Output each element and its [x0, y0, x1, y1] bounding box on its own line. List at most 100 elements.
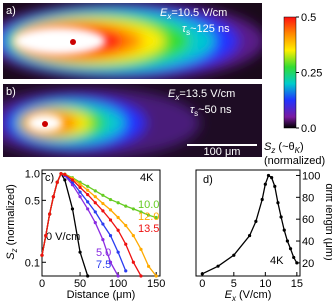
data-point	[131, 207, 135, 211]
data-point	[78, 250, 82, 254]
legend-label: 12.0	[138, 211, 159, 223]
colorbar-tick-label: 0.25	[301, 68, 322, 80]
data-point	[55, 180, 59, 184]
x-tick-label: 10	[259, 278, 271, 290]
data-point	[86, 193, 90, 197]
scale-bar-label: 100 μm	[204, 146, 241, 158]
data-point	[232, 253, 236, 257]
panel-label: b)	[6, 86, 16, 98]
data-point	[154, 274, 158, 278]
data-point	[101, 193, 105, 197]
colorbar-tick-label: 0.0	[301, 123, 316, 135]
data-point	[131, 260, 135, 264]
legend-label: 10.0	[138, 199, 159, 211]
y-tick-label: 100	[302, 170, 320, 182]
data-point	[108, 234, 113, 238]
x-tick-label: 150	[147, 278, 165, 290]
data-point	[116, 215, 120, 220]
data-point	[78, 190, 82, 194]
plot-frame	[41, 169, 161, 277]
x-tick-label: 0	[199, 278, 205, 290]
data-point	[216, 264, 220, 268]
data-point	[288, 247, 293, 251]
data-point	[86, 274, 90, 278]
data-point	[93, 221, 97, 225]
data-point	[154, 215, 158, 220]
y-tick-label: 0.5	[25, 195, 40, 207]
data-point	[93, 189, 97, 193]
legend-label: 7.5	[96, 259, 111, 271]
data-point	[48, 212, 52, 216]
y-tick-label: 1.0	[25, 169, 40, 181]
panel-label: c)	[45, 172, 54, 184]
x-axis-label: Ex (V/cm)	[225, 289, 272, 301]
y-axis-label: Sz (normalized)	[5, 184, 19, 260]
x-tick-label: 0	[39, 278, 45, 290]
y-axis-label: drift length (μm)	[323, 183, 332, 260]
y-tick-label: 20	[302, 258, 314, 270]
image-a	[3, 3, 262, 79]
data-point	[78, 182, 82, 186]
annotation: 4K	[140, 172, 154, 184]
lifetime-label: τs~125 ns	[182, 23, 230, 37]
data-point	[51, 195, 56, 199]
field-label: Ex=10.5 V/cm	[160, 7, 227, 21]
x-tick-label: 15	[291, 278, 303, 290]
data-point	[93, 195, 97, 199]
data-point	[254, 219, 258, 223]
data-point	[124, 242, 128, 246]
data-point	[40, 253, 44, 257]
data-point	[63, 178, 67, 182]
data-point	[108, 218, 113, 222]
data-point	[124, 204, 128, 208]
x-axis-label: Distance (μm)	[67, 289, 136, 301]
data-point	[276, 201, 280, 205]
y-tick-label: 0.1	[25, 257, 40, 269]
data-point	[116, 201, 120, 205]
y-tick-label: 60	[302, 214, 314, 226]
data-point	[78, 185, 82, 189]
data-point	[70, 178, 75, 182]
colorbar	[283, 16, 297, 129]
data-line	[41, 172, 127, 272]
data-point	[124, 223, 128, 228]
data-point	[86, 184, 90, 188]
data-point	[101, 209, 105, 213]
data-point	[44, 234, 48, 238]
data-point	[282, 228, 286, 232]
data-point	[295, 261, 299, 265]
y-tick-label: 80	[302, 192, 314, 204]
data-point	[116, 228, 120, 232]
data-point	[78, 195, 82, 199]
data-point	[131, 234, 135, 238]
data-point	[146, 264, 151, 268]
data-point	[260, 197, 264, 202]
legend-label: 5.0	[96, 247, 111, 259]
x-tick-label: 5	[231, 278, 237, 290]
data-point	[59, 172, 63, 176]
data-point	[124, 269, 128, 273]
data-point	[200, 272, 204, 276]
data-point	[101, 201, 105, 206]
data-point	[247, 233, 252, 238]
data-point	[139, 210, 143, 214]
legend-label: 0 V/cm	[46, 231, 80, 243]
data-point	[63, 172, 67, 177]
data-point	[139, 274, 143, 278]
image-b	[3, 84, 262, 157]
panel-label: a)	[6, 5, 16, 17]
data-point	[292, 255, 296, 260]
data-point	[116, 274, 120, 278]
panel-label: d)	[203, 174, 213, 186]
data-point	[108, 208, 113, 212]
data-point	[263, 182, 267, 186]
field-label: Ex=13.5 V/cm	[168, 88, 235, 102]
colorbar-label: (normalized)	[264, 155, 325, 167]
x-tick-label: 50	[74, 278, 86, 290]
data-point	[279, 215, 283, 219]
data-point	[266, 173, 271, 178]
data-point	[93, 201, 97, 205]
data-point	[101, 238, 105, 242]
colorbar-tick-label: 0.5	[301, 12, 316, 24]
